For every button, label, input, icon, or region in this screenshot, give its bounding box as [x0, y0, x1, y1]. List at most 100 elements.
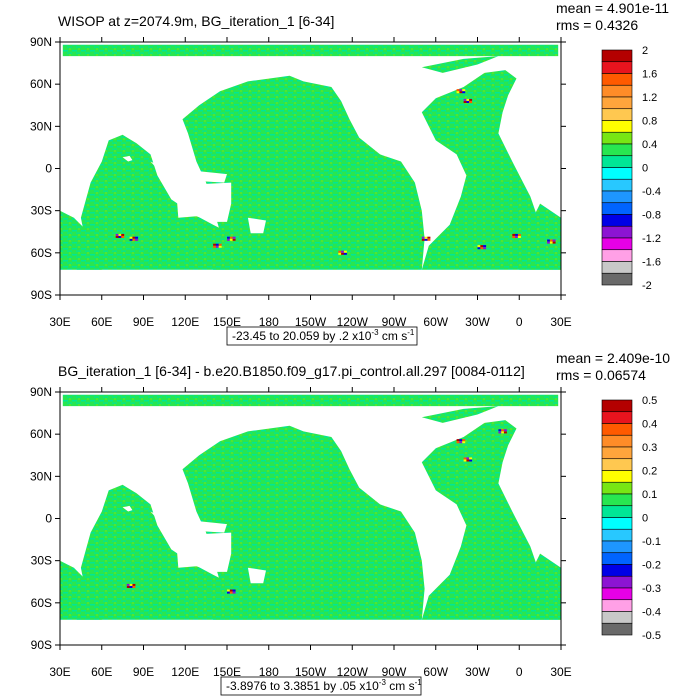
colorbar-label: -2	[642, 280, 652, 292]
colorbar-swatch	[601, 178, 633, 192]
lat-tick-label: 60S	[31, 596, 52, 610]
extreme-value-mark	[421, 238, 425, 241]
lon-tick-label: 90E	[133, 665, 154, 679]
stat-mean: mean = 2.409e-10	[556, 350, 670, 366]
range-label: -3.8976 to 3.3851 by .05 x10-3 cm s-1	[226, 678, 422, 693]
extreme-value-mark	[424, 238, 428, 241]
extreme-value-mark	[229, 589, 233, 592]
lat-tick-label: 90S	[31, 638, 52, 652]
extreme-value-mark	[126, 586, 130, 588]
ocean-region	[182, 425, 425, 620]
lon-tick-label: 0	[516, 315, 523, 329]
extreme-value-mark	[229, 236, 233, 239]
colorbar-swatch	[601, 540, 633, 554]
colorbar-label: -0.8	[642, 210, 661, 222]
lat-tick-label: 90S	[31, 288, 52, 302]
lon-tick-label: 90E	[133, 315, 154, 329]
ocean-region	[62, 44, 559, 57]
bottom-chart-svg: BG_iteration_1 [6-34] - b.e20.B1850.f09_…	[30, 350, 670, 696]
extreme-value-mark	[115, 236, 119, 238]
top-panel: WISOP at z=2074.9m, BG_iteration_1 [6-34…	[30, 0, 669, 346]
colorbar-swatch	[601, 272, 633, 286]
extreme-value-mark	[424, 236, 428, 239]
extreme-value-mark	[427, 238, 431, 241]
lat-tick-label: 30N	[30, 469, 52, 483]
lat-tick-label: 0	[45, 512, 52, 526]
extreme-value-mark	[466, 457, 470, 460]
lon-tick-label: 30E	[550, 315, 571, 329]
extreme-value-mark	[477, 247, 481, 250]
stat-rms: rms = 0.06574	[556, 367, 646, 383]
extreme-value-mark	[459, 441, 463, 444]
lat-tick-label: 90N	[30, 385, 52, 399]
land-mask	[199, 171, 227, 183]
extreme-value-mark	[463, 98, 467, 101]
extreme-value-mark	[427, 236, 431, 239]
colorbar-swatch	[601, 587, 633, 601]
extreme-value-mark	[343, 250, 347, 253]
colorbar: 0.5 0.4 0.3 0.2 0.1 0 -0.1 -0.2 -0.3 -0.4 -0.5	[601, 395, 661, 642]
extreme-value-mark	[463, 459, 467, 462]
extreme-value-mark	[126, 583, 130, 586]
extreme-value-mark	[456, 91, 460, 94]
lon-tick-label: 60W	[423, 665, 448, 679]
colorbar-swatch	[601, 481, 633, 495]
extreme-value-mark	[456, 89, 460, 92]
colorbar-swatch	[601, 143, 633, 157]
ocean-region	[62, 394, 559, 407]
range-box	[226, 326, 418, 346]
land-mask	[122, 155, 133, 162]
colorbar-swatch	[601, 120, 633, 133]
extreme-value-mark	[456, 439, 460, 442]
lon-tick-label: 180	[259, 665, 279, 679]
chart-title: BG_iteration_1 [6-34] - b.e20.B1850.f09_…	[58, 363, 525, 379]
lon-tick-label: 90W	[382, 665, 407, 679]
colorbar-label: -1.2	[642, 233, 661, 245]
colorbar-swatch	[601, 528, 633, 542]
lon-axis: 30E 60E 90E 120E 150E 180 150W 120W 90W 60W 30W 0 30…	[49, 37, 572, 329]
colorbar-label: 0.3	[642, 442, 657, 454]
extreme-value-mark	[456, 441, 460, 444]
extreme-value-mark	[232, 236, 236, 239]
extreme-value-mark	[552, 239, 556, 242]
extreme-value-mark	[469, 98, 473, 101]
lon-tick-label: 60E	[91, 665, 112, 679]
chart-title: WISOP at z=2074.9m, BG_iteration_1 [6-34…	[58, 13, 334, 29]
extreme-value-mark	[227, 238, 230, 241]
extreme-value-mark	[338, 252, 342, 255]
extreme-value-mark	[129, 586, 133, 588]
extreme-value-mark	[469, 459, 473, 462]
colorbar: 2 1.6 1.2 0.8 0.4 0 -0.4 -0.8 -1.2 -1.6 -2	[601, 45, 661, 292]
ocean-region	[421, 406, 499, 423]
extreme-value-mark	[512, 233, 516, 236]
colorbar-swatch	[601, 575, 633, 589]
lat-tick-label: 30S	[31, 554, 52, 568]
ocean-region	[60, 210, 102, 270]
extreme-value-mark	[552, 241, 556, 244]
lon-tick-label: 0	[516, 665, 523, 679]
lon-tick-label: 60W	[423, 315, 448, 329]
land-mask	[199, 521, 227, 533]
ocean-region	[421, 56, 499, 73]
colorbar-swatch	[601, 214, 633, 227]
extreme-value-mark	[135, 236, 139, 239]
colorbar-swatch	[601, 446, 633, 460]
colorbar-swatch	[601, 190, 633, 204]
extreme-value-mark	[512, 236, 516, 238]
extreme-value-mark	[338, 250, 342, 253]
colorbar-label: 0.4	[642, 419, 657, 431]
extreme-value-mark	[517, 233, 521, 236]
range-label: -23.45 to 20.059 by .2 x10-3 cm s-1	[232, 328, 415, 343]
lon-tick-label: 30E	[49, 315, 70, 329]
extreme-value-mark	[218, 245, 222, 248]
lat-tick-label: 60N	[30, 77, 52, 91]
extreme-value-mark	[118, 236, 122, 238]
lon-tick-label: 90W	[382, 315, 407, 329]
lon-tick-label: 120W	[337, 665, 369, 679]
extreme-value-mark	[227, 591, 230, 594]
colorbar-label: 2	[642, 45, 648, 57]
extreme-value-mark	[343, 252, 347, 255]
extreme-value-mark	[501, 429, 505, 432]
range-box-group: -23.45 to 20.059 by .2 x10-3 cm s-1	[226, 326, 418, 346]
lon-axis: 30E 60E 90E 120E 150E 180 150W 120W 90W 60W 30W 0 30…	[49, 387, 572, 679]
